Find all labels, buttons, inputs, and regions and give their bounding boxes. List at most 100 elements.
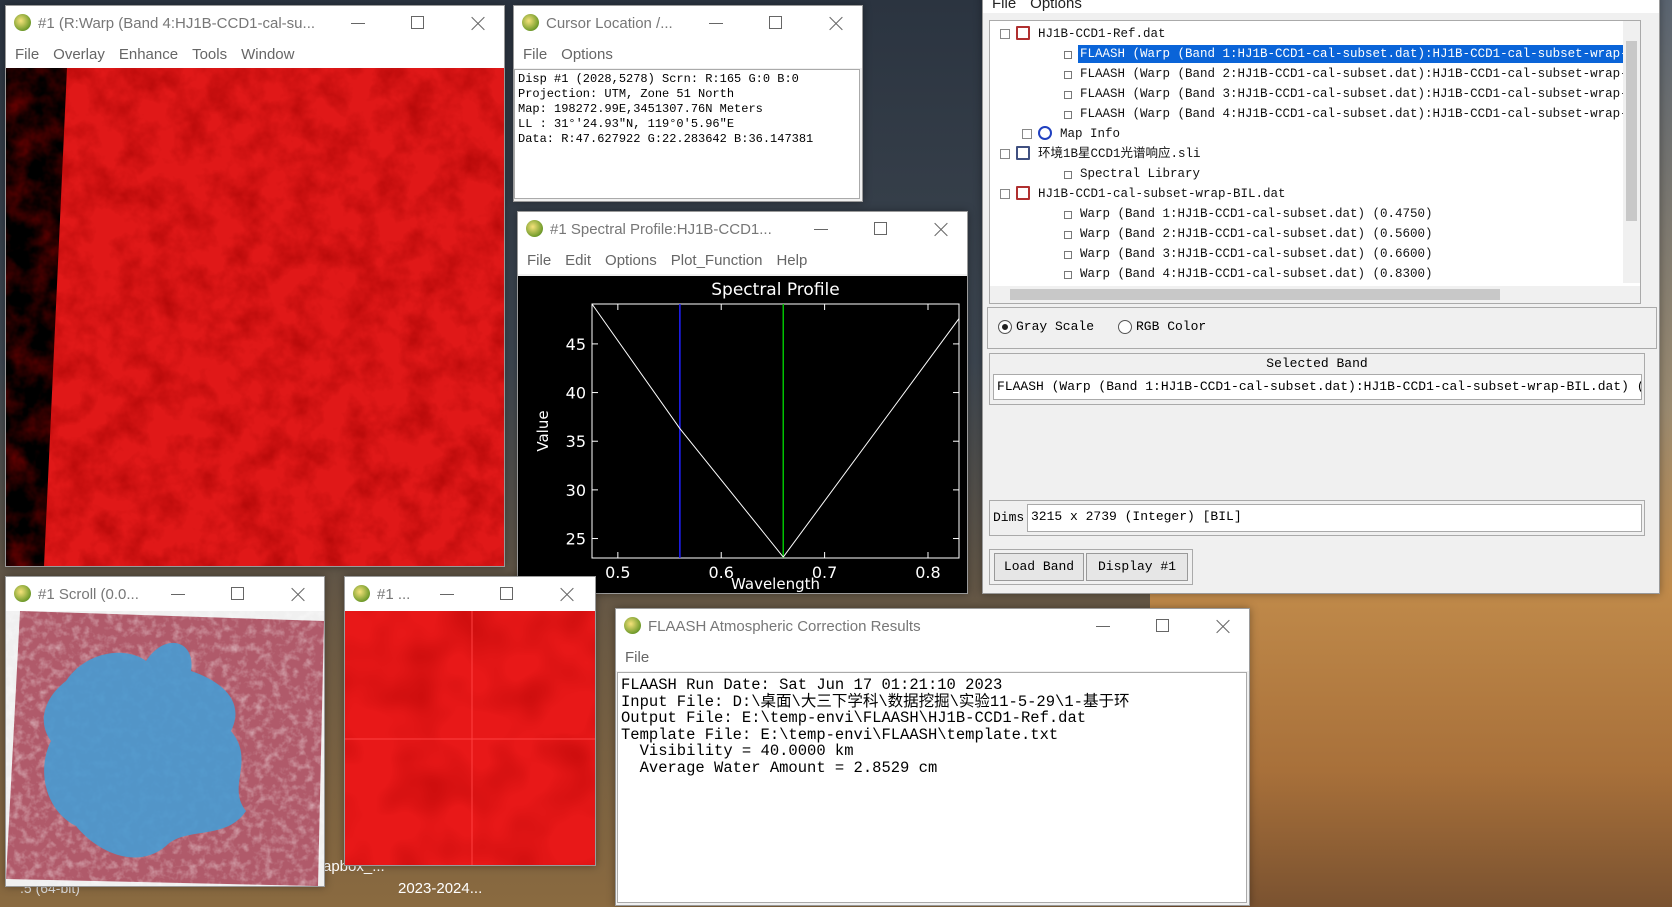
tree-label: Warp (Band 1:HJ1B-CCD1-cal-subset.dat) (…: [1080, 207, 1433, 221]
tree-icon: [1064, 211, 1072, 219]
zoom-view: [345, 611, 595, 865]
menu-item[interactable]: File: [625, 649, 650, 666]
close[interactable]: [1216, 619, 1230, 633]
title-bar: FLAASH Atmospheric Correction Results: [616, 609, 1249, 643]
text-line: Visibility = 40.0000 km: [621, 742, 854, 760]
menu-item[interactable]: Options: [605, 252, 657, 269]
close[interactable]: [471, 16, 485, 30]
tree-item[interactable]: FLAASH (Warp (Band 3:HJ1B-CCD1-cal-subse…: [990, 84, 1635, 104]
tree-label: HJ1B-CCD1-cal-subset-wrap-BIL.dat: [1038, 187, 1286, 201]
expander[interactable]: [1022, 129, 1032, 139]
menu-item[interactable]: File: [527, 252, 552, 269]
tree-item[interactable]: Warp (Band 2:HJ1B-CCD1-cal-subset.dat) (…: [990, 224, 1622, 244]
y-tick-label: 30: [566, 481, 586, 500]
y-tick-label: 45: [566, 335, 586, 354]
tree-icon: [1064, 271, 1072, 279]
scroll-view: [6, 611, 324, 886]
x-tick-label: 0.5: [605, 563, 630, 582]
y-tick-label: 25: [566, 530, 586, 549]
image-view: [6, 68, 504, 566]
tree-item[interactable]: HJ1B-CCD1-cal-subset-wrap-BIL.dat: [990, 184, 1622, 204]
close[interactable]: [291, 587, 305, 601]
minimize[interactable]: [171, 587, 185, 601]
tree-item[interactable]: 环境1B星CCD1光谱响应.sli: [990, 144, 1622, 164]
window-title: Cursor Location /...: [546, 15, 673, 32]
tree-icon: [1016, 26, 1030, 40]
tree-item[interactable]: Map Info: [990, 124, 1622, 144]
maximize[interactable]: [874, 222, 887, 235]
tree-item[interactable]: Warp (Band 4:HJ1B-CCD1-cal-subset.dat) (…: [990, 264, 1622, 284]
close[interactable]: [934, 222, 948, 236]
maximize[interactable]: [500, 587, 513, 600]
menu-item[interactable]: Plot_Function: [670, 252, 763, 269]
close[interactable]: [829, 16, 843, 30]
menu-bar: File: [616, 643, 1249, 671]
expander[interactable]: [1000, 29, 1010, 39]
tree-item[interactable]: FLAASH (Warp (Band 1:HJ1B-CCD1-cal-subse…: [990, 44, 1638, 64]
text-line: Data: R:47.627922 G:22.283642 B:36.14738…: [518, 132, 814, 146]
cursor-window: Cursor Location /... File Options Disp #1…: [513, 5, 863, 202]
radio-group: Gray Scale RGB Color: [987, 307, 1657, 349]
zoom-window: #1 ...: [344, 576, 596, 866]
radio-label: RGB Color: [1136, 319, 1207, 334]
plot: Spectral Profile Value Wavelength 25 30 35 40 4…: [518, 276, 967, 593]
selected-band-box: Selected Band FLAASH (Warp (Band 1:HJ1B-…: [989, 353, 1645, 405]
menu-item[interactable]: File: [15, 46, 40, 63]
expander[interactable]: [1000, 189, 1010, 199]
load-band-button[interactable]: Load Band: [994, 553, 1084, 581]
scroll-thumb[interactable]: [1626, 41, 1637, 221]
tree-icon: [1038, 126, 1052, 140]
title-bar: #1 ...: [345, 577, 595, 611]
maximize[interactable]: [231, 587, 244, 600]
menu-item[interactable]: Enhance: [118, 46, 179, 63]
maximize[interactable]: [1156, 619, 1169, 632]
scroll-window: #1 Scroll (0.0...: [5, 576, 325, 887]
menu-bar: File Overlay Enhance Tools Window: [6, 40, 504, 68]
text-line: FLAASH Run Date: Sat Jun 17 01:21:10 202…: [621, 676, 1003, 694]
menu-item[interactable]: File: [992, 0, 1017, 12]
menu-item[interactable]: Options: [561, 46, 613, 63]
label: Selected Band: [1266, 356, 1368, 371]
tree-label: FLAASH (Warp (Band 2:HJ1B-CCD1-cal-subse…: [1080, 67, 1636, 81]
menu-item[interactable]: Tools: [192, 46, 228, 63]
chart-title: Spectral Profile: [711, 280, 839, 300]
maximize[interactable]: [411, 16, 424, 29]
tree-item[interactable]: FLAASH (Warp (Band 2:HJ1B-CCD1-cal-subse…: [990, 64, 1635, 84]
expander[interactable]: [1000, 149, 1010, 159]
menu-item[interactable]: Window: [241, 46, 295, 63]
tree-label: HJ1B-CCD1-Ref.dat: [1038, 27, 1166, 41]
close[interactable]: [560, 587, 574, 601]
text-line: Input File: D:\桌面\大三下学科\数据挖掘\实验11-5-29\1…: [621, 692, 1130, 711]
flaash-window: FLAASH Atmospheric Correction Results Fi…: [615, 608, 1250, 906]
tree-item[interactable]: HJ1B-CCD1-Ref.dat: [990, 24, 1622, 44]
minimize[interactable]: [1096, 619, 1110, 633]
menu-item[interactable]: File: [523, 46, 548, 63]
tree-item[interactable]: Spectral Library: [990, 164, 1622, 184]
radio-button[interactable]: [1118, 320, 1132, 334]
minimize[interactable]: [440, 587, 454, 601]
scroll-thumb[interactable]: [1010, 289, 1500, 300]
menu-item[interactable]: Help: [776, 252, 808, 269]
radio-label: Gray Scale: [1016, 319, 1095, 334]
maximize[interactable]: [769, 16, 782, 29]
x-tick-label: 0.8: [915, 563, 940, 582]
display-button[interactable]: Display #1: [1086, 553, 1188, 581]
tree-item[interactable]: Warp (Band 3:HJ1B-CCD1-cal-subset.dat) (…: [990, 244, 1622, 264]
menu-item[interactable]: Overlay: [53, 46, 105, 63]
tree-label: Spectral Library: [1080, 167, 1201, 181]
y-tick-label: 40: [566, 384, 586, 403]
radio-button[interactable]: [998, 320, 1012, 334]
menu-item[interactable]: Options: [1030, 0, 1082, 12]
tree-item[interactable]: Warp (Band 1:HJ1B-CCD1-cal-subset.dat) (…: [990, 204, 1622, 224]
tree-icon: [1064, 111, 1072, 119]
window-title: #1 Scroll (0.0...: [38, 586, 139, 603]
minimize[interactable]: [814, 222, 828, 236]
tree-item[interactable]: FLAASH (Warp (Band 4:HJ1B-CCD1-cal-subse…: [990, 104, 1635, 124]
cursor-info: Disp #1 (2028,5278) Scrn: R:165 G:0 B:0 P…: [514, 69, 860, 199]
minimize[interactable]: [709, 16, 723, 30]
image-window: #1 (R:Warp (Band 4:HJ1B-CCD1-cal-su... F…: [5, 5, 505, 567]
tree-label: Warp (Band 3:HJ1B-CCD1-cal-subset.dat) (…: [1080, 247, 1433, 261]
minimize[interactable]: [351, 16, 365, 30]
menu-item[interactable]: Edit: [565, 252, 592, 269]
